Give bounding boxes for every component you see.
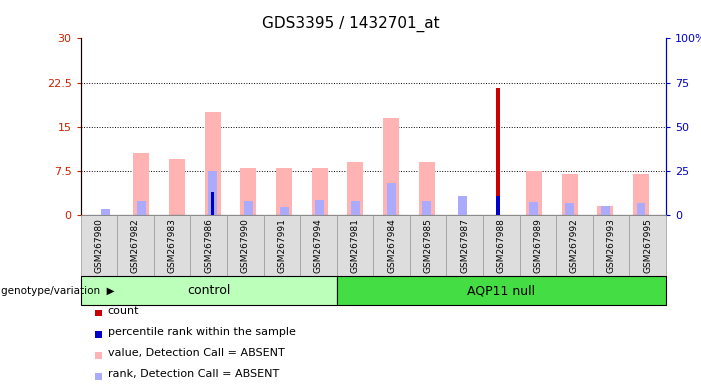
Bar: [597, 206, 613, 215]
Bar: [240, 168, 257, 215]
Bar: [387, 183, 395, 215]
Bar: [383, 118, 399, 215]
Bar: [211, 192, 215, 215]
Text: GSM267991: GSM267991: [278, 218, 286, 273]
Bar: [496, 195, 500, 215]
Bar: [423, 201, 431, 215]
Text: genotype/variation  ▶: genotype/variation ▶: [1, 286, 115, 296]
Bar: [208, 171, 217, 215]
Text: GSM267989: GSM267989: [533, 218, 543, 273]
Text: GSM267980: GSM267980: [95, 218, 104, 273]
Bar: [633, 174, 649, 215]
Text: count: count: [108, 306, 139, 316]
Text: GSM267984: GSM267984: [387, 218, 396, 273]
Text: GSM267992: GSM267992: [570, 218, 579, 273]
Bar: [312, 168, 328, 215]
Bar: [348, 162, 363, 215]
Bar: [315, 200, 324, 215]
Bar: [101, 209, 110, 215]
Text: GSM267994: GSM267994: [314, 218, 323, 273]
Bar: [526, 171, 542, 215]
Bar: [133, 153, 149, 215]
Text: percentile rank within the sample: percentile rank within the sample: [108, 327, 296, 337]
Text: GSM267986: GSM267986: [204, 218, 213, 273]
Bar: [418, 162, 435, 215]
Bar: [601, 206, 610, 215]
Bar: [458, 195, 467, 215]
Bar: [496, 88, 501, 215]
Bar: [169, 159, 185, 215]
Bar: [637, 203, 646, 215]
Bar: [205, 112, 221, 215]
Text: GSM267985: GSM267985: [423, 218, 433, 273]
Text: GSM267987: GSM267987: [461, 218, 469, 273]
Text: GSM267982: GSM267982: [131, 218, 140, 273]
Text: GSM267981: GSM267981: [350, 218, 360, 273]
Text: GDS3395 / 1432701_at: GDS3395 / 1432701_at: [261, 15, 440, 31]
Text: rank, Detection Call = ABSENT: rank, Detection Call = ABSENT: [108, 369, 279, 379]
Bar: [137, 201, 146, 215]
Text: GSM267993: GSM267993: [606, 218, 615, 273]
Bar: [603, 210, 607, 215]
Text: AQP11 null: AQP11 null: [468, 285, 536, 297]
Bar: [280, 207, 289, 215]
Text: control: control: [187, 285, 231, 297]
Bar: [244, 201, 253, 215]
Bar: [529, 202, 538, 215]
Text: GSM267990: GSM267990: [240, 218, 250, 273]
Bar: [562, 174, 578, 215]
Text: GSM267995: GSM267995: [643, 218, 652, 273]
Text: GSM267983: GSM267983: [168, 218, 177, 273]
Bar: [351, 201, 360, 215]
Text: value, Detection Call = ABSENT: value, Detection Call = ABSENT: [108, 348, 285, 358]
Bar: [276, 168, 292, 215]
Text: GSM267988: GSM267988: [497, 218, 506, 273]
Bar: [565, 203, 574, 215]
